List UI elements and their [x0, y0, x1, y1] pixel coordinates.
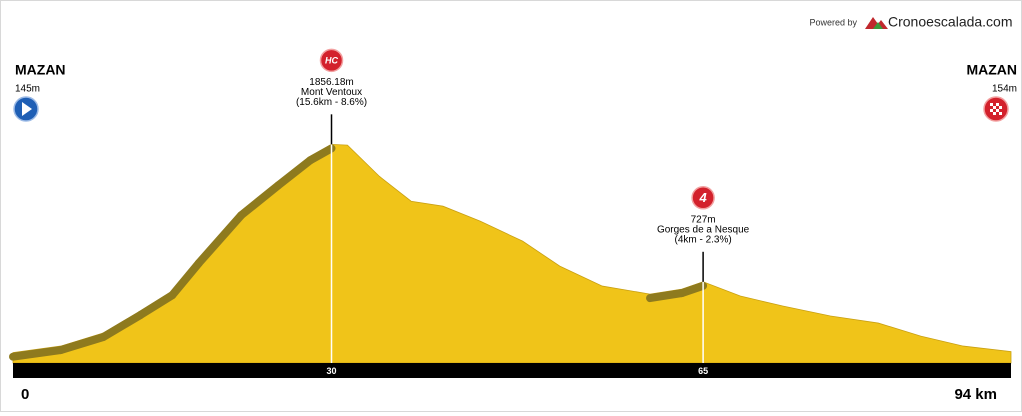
climb-shade: [306, 144, 336, 165]
climb-elevation: 727m: [691, 214, 716, 225]
climb-shade: [677, 281, 708, 298]
climb-badge: [691, 186, 715, 210]
climb-badge: [319, 48, 344, 73]
climb-shade: [99, 311, 145, 342]
finish-elevation: 154m: [992, 84, 1017, 95]
start-name: MAZAN: [15, 62, 66, 78]
brand-logo: [865, 17, 888, 29]
brand[interactable]: Cronoescalada.com: [888, 14, 1013, 30]
climb-shade: [9, 346, 65, 361]
climb-shade: [136, 291, 177, 320]
finish-check: [990, 103, 993, 106]
distance-bar: [13, 363, 1011, 378]
profile-area: [12, 143, 1012, 364]
finish-check: [996, 109, 999, 112]
start-icon: [13, 96, 39, 122]
climb-shade: [646, 289, 686, 303]
start-arrow: [22, 102, 32, 116]
finish-check: [999, 106, 1002, 109]
finish-check: [999, 112, 1002, 115]
climb-detail: (4km - 2.3%): [674, 234, 731, 245]
climb-name: Mont Ventoux: [301, 87, 362, 98]
start-elevation: 145m: [15, 84, 40, 95]
finish-check: [996, 103, 999, 106]
climb-shade: [56, 333, 108, 355]
climb-name: Gorges de a Nesque: [657, 224, 750, 235]
powered-by: Powered by: [809, 17, 857, 27]
finish-icon: [983, 96, 1009, 122]
finish-check: [990, 109, 993, 112]
climb-shade: [237, 181, 283, 220]
climb-shade: [168, 259, 203, 300]
climb-category: HC: [325, 56, 338, 66]
climb-shade: [194, 211, 246, 268]
climb-category: 4: [698, 190, 707, 205]
x-tick-label: 94 km: [954, 386, 997, 403]
finish-check: [993, 106, 996, 109]
climb-shade: [274, 156, 315, 190]
x-tick-label: 65: [698, 366, 708, 376]
climb-detail: (15.6km - 8.6%): [296, 97, 367, 108]
x-tick-label: 30: [327, 366, 337, 376]
climb-elevation: 1856.18m: [309, 77, 353, 88]
finish-check: [993, 112, 996, 115]
finish-name: MAZAN: [966, 62, 1017, 78]
x-tick-label: 0: [21, 386, 29, 403]
